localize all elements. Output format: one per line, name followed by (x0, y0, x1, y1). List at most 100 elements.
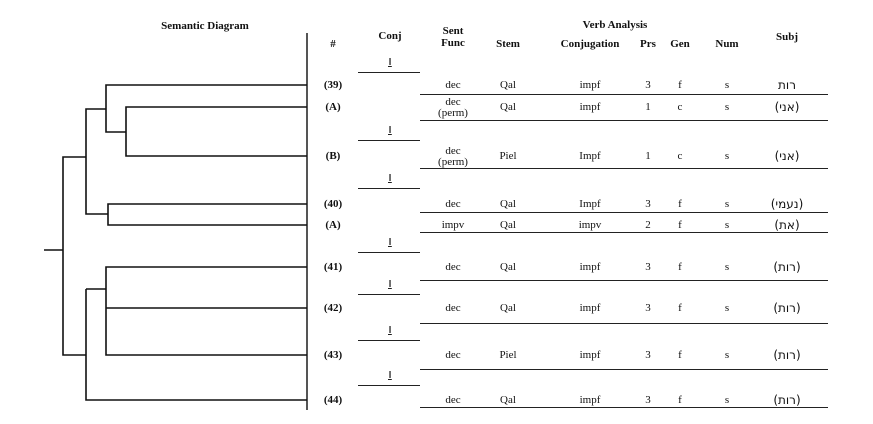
cell-prs: 3 (645, 261, 651, 273)
conj-vav: וַ (388, 276, 392, 291)
cell-prs: 1 (645, 150, 651, 162)
conj-line (358, 188, 420, 189)
row-separator (420, 94, 828, 95)
branch-40 (107, 203, 307, 226)
conj-vav: וַ (388, 170, 392, 185)
cell-stem: Qal (500, 261, 516, 273)
row-number: (41) (323, 261, 343, 273)
cell-conjugation: impf (579, 394, 601, 406)
cell-func: dec (445, 349, 461, 361)
stem-header: Stem (496, 38, 520, 50)
cell-func: dec (445, 79, 461, 91)
cell-stem: Piel (499, 349, 517, 361)
cell-stem: Qal (500, 394, 516, 406)
prs-header: Prs (640, 38, 656, 50)
cell-func: dec (perm) (438, 96, 468, 119)
cell-gen: c (677, 150, 683, 162)
conj-vav: וַ (388, 54, 392, 69)
row-separator (420, 212, 828, 213)
row-number: (39) (323, 79, 343, 91)
cell-subj: (רות) (773, 260, 801, 274)
conj-vav: וַ (388, 322, 392, 337)
cell-conjugation: impf (579, 349, 601, 361)
conj-line (358, 385, 420, 386)
number-header: # (330, 38, 336, 50)
row-separator (420, 120, 828, 121)
branch-root (44, 156, 86, 356)
branch-39a-b (125, 106, 307, 157)
row-separator (420, 369, 828, 370)
cell-num: s (724, 198, 730, 210)
conj-line (358, 340, 420, 341)
row-number: (A) (325, 101, 341, 113)
row-number: (A) (325, 219, 341, 231)
cell-gen: f (678, 349, 682, 361)
cell-subj: רות (778, 78, 796, 92)
cell-subj: (רות) (773, 348, 801, 362)
cell-gen: f (678, 198, 682, 210)
subj-header: Subj (775, 31, 799, 43)
cell-func: dec (445, 198, 461, 210)
cell-stem: Qal (500, 302, 516, 314)
row-number: (40) (323, 198, 343, 210)
cell-num: s (724, 101, 730, 113)
cell-gen: f (678, 79, 682, 91)
cell-conjugation: impf (579, 79, 601, 91)
conj-vav: וַ (388, 122, 392, 137)
cell-func: dec (445, 302, 461, 314)
branch-41-43 (86, 266, 307, 356)
cell-func: dec (445, 261, 461, 273)
verb-analysis-header: Verb Analysis (582, 19, 648, 31)
cell-gen: f (678, 302, 682, 314)
cell-num: s (724, 302, 730, 314)
row-number: (44) (323, 394, 343, 406)
cell-conjugation: impf (579, 101, 601, 113)
semantic-diagram-title: Semantic Diagram (161, 20, 249, 32)
num-header: Num (715, 38, 739, 50)
row-separator (420, 232, 828, 233)
gen-header: Gen (670, 38, 690, 50)
cell-prs: 3 (645, 302, 651, 314)
cell-prs: 3 (645, 349, 651, 361)
row-separator (420, 323, 828, 324)
cell-num: s (724, 349, 730, 361)
branch-44 (85, 289, 307, 401)
cell-subj: (אני) (774, 100, 800, 114)
branch-39 (105, 84, 307, 133)
cell-subj: (רות) (773, 393, 801, 407)
cell-gen: f (678, 394, 682, 406)
cell-num: s (724, 219, 730, 231)
row-number: (B) (325, 150, 341, 162)
cell-prs: 3 (645, 198, 651, 210)
cell-num: s (724, 261, 730, 273)
row-separator (420, 168, 828, 169)
conj-line (358, 294, 420, 295)
cell-stem: Piel (499, 150, 517, 162)
conj-header: Conj (378, 30, 402, 42)
cell-subj: (אני) (774, 149, 800, 163)
cell-stem: Qal (500, 101, 516, 113)
cell-stem: Qal (500, 219, 516, 231)
cell-conjugation: Impf (579, 198, 601, 210)
row-separator (420, 407, 828, 408)
row-separator (420, 280, 828, 281)
cell-func: dec (perm) (438, 145, 468, 168)
cell-stem: Qal (500, 198, 516, 210)
conj-vav: וַ (388, 367, 392, 382)
cell-prs: 1 (645, 101, 651, 113)
cell-conjugation: impf (579, 302, 601, 314)
conj-vav: וַ (388, 234, 392, 249)
cell-gen: f (678, 219, 682, 231)
cell-subj: (נעמי) (770, 197, 804, 211)
cell-prs: 2 (645, 219, 651, 231)
cell-prs: 3 (645, 394, 651, 406)
conjugation-header: Conjugation (560, 38, 620, 50)
cell-num: s (724, 79, 730, 91)
cell-gen: f (678, 261, 682, 273)
cell-num: s (724, 394, 730, 406)
row-number: (43) (323, 349, 343, 361)
cell-func: impv (441, 219, 465, 231)
cell-gen: c (677, 101, 683, 113)
cell-subj: (את) (774, 218, 800, 232)
